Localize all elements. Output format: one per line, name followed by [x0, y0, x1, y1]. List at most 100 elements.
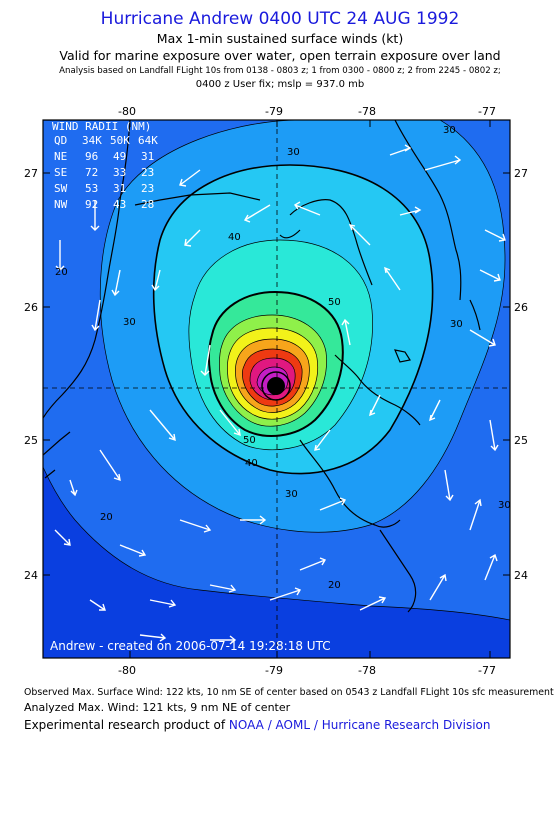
legend-row-se: SE 72 33 23	[54, 166, 154, 179]
contour-label: 30	[450, 319, 463, 330]
wind-arrow	[179, 169, 201, 187]
contour-label: 20	[328, 580, 341, 591]
legend-row-header: QD 34K 50K 64K	[54, 134, 158, 147]
svg-text:72: 72	[85, 166, 98, 179]
wind-arrow	[149, 599, 177, 608]
wind-arrow	[149, 409, 176, 442]
wind-arrow	[369, 394, 381, 417]
lon-tick-label: -77	[478, 664, 496, 677]
svg-text:34K: 34K	[82, 134, 102, 147]
lat-tick-label: 26	[514, 301, 528, 314]
map-credit: Andrew - created on 2006-07-14 19:28:18 …	[50, 639, 331, 653]
wind-arrow	[111, 269, 121, 297]
lon-tick-label: -79	[265, 664, 283, 677]
wind-arrow	[240, 515, 267, 525]
eleuthera	[394, 120, 481, 331]
wind-arrow	[210, 635, 237, 645]
svg-text:31: 31	[113, 182, 126, 195]
chart-subtitle: Max 1-min sustained surface winds (kt)	[156, 31, 404, 46]
svg-text:53: 53	[85, 182, 98, 195]
wind-arrow	[469, 498, 482, 531]
wind-arrow	[424, 155, 462, 171]
contour-labels: 30 40 50 30 20 30 30 40 20 20 30 50 30	[55, 125, 511, 591]
wind-arrow	[99, 449, 121, 482]
wind-arrow	[359, 596, 387, 611]
contour-label: 20	[100, 512, 113, 523]
wind-arrow	[444, 469, 454, 502]
contour-50-bold	[207, 290, 344, 437]
analysis-sources: Analysis based on Landfall FLight 10s fr…	[59, 66, 501, 76]
wind-arrow	[200, 344, 211, 376]
new-providence	[394, 349, 411, 363]
lat-tick-labels-right: 27 26 25 24	[514, 167, 528, 582]
bold-contours	[152, 164, 434, 475]
lon-tick-labels-bottom: -80 -79 -78 -77	[118, 664, 496, 677]
svg-text:50K: 50K	[110, 134, 130, 147]
abaco-island	[279, 199, 373, 286]
storm-center-marker	[261, 371, 291, 401]
svg-text:33: 33	[113, 166, 126, 179]
andros	[299, 439, 401, 528]
svg-text:64K: 64K	[138, 134, 158, 147]
lon-tick-label: -79	[265, 105, 283, 118]
wind-arrow	[209, 584, 237, 593]
svg-text:23: 23	[141, 166, 154, 179]
wind-arrow	[219, 409, 241, 437]
contour-label: 20	[55, 267, 68, 278]
wind-arrow	[384, 266, 401, 291]
wind-arrow	[139, 633, 167, 642]
lat-tick-label: 27	[24, 167, 38, 180]
contour-label: 50	[328, 297, 341, 308]
svg-text:28: 28	[141, 198, 154, 211]
lat-tick-label: 24	[24, 569, 38, 582]
contour-label: 40	[228, 232, 241, 243]
svg-text:SW: SW	[54, 182, 68, 195]
wind-arrow	[151, 269, 161, 292]
wind-arrow	[319, 497, 347, 511]
lon-tick-label: -78	[358, 105, 376, 118]
wind-arrow	[90, 200, 100, 231]
wind-arrow	[469, 329, 496, 347]
research-credit: Experimental research product of NOAA / …	[24, 718, 490, 732]
wind-map: -80 -79 -78 -77 -80 -79 -78 -77 27 26 25…	[24, 105, 528, 677]
wind-arrow	[54, 529, 71, 546]
wind-arrow	[429, 573, 447, 601]
wind-arrow	[348, 224, 371, 246]
wind-arrow	[69, 479, 78, 497]
eye-wall	[267, 377, 285, 395]
wind-arrow	[429, 399, 441, 422]
svg-text:43: 43	[113, 198, 126, 211]
research-org-link[interactable]: NOAA / AOML / Hurricane Research Divisio…	[228, 718, 491, 732]
lat-tick-label: 24	[514, 569, 528, 582]
wind-arrow	[484, 229, 506, 242]
observed-max-wind: Observed Max. Surface Wind: 122 kts, 10 …	[24, 687, 554, 698]
svg-text:92: 92	[85, 198, 98, 211]
wind-arrow	[389, 144, 412, 156]
wind-radii-legend: WIND RADII (NM) QD 34K 50K 64K NE 96 49 …	[52, 120, 158, 211]
lat-tick-label: 25	[514, 434, 528, 447]
wind-vectors	[54, 144, 506, 645]
lon-tick-labels-top: -80 -79 -78 -77	[118, 105, 496, 118]
svg-text:QD: QD	[54, 134, 67, 147]
coastlines	[43, 120, 481, 613]
frame-ticks	[43, 120, 510, 658]
legend-row-sw: SW 53 31 23	[54, 182, 154, 195]
svg-text:NW: NW	[54, 198, 68, 211]
wind-arrow	[91, 299, 101, 332]
research-prefix: Experimental research product of	[24, 718, 229, 732]
wind-arrow	[484, 553, 498, 581]
lon-tick-label: -77	[478, 105, 496, 118]
svg-text:31: 31	[141, 150, 154, 163]
florida-keys	[43, 431, 71, 479]
svg-text:96: 96	[85, 150, 98, 163]
svg-text:SE: SE	[54, 166, 67, 179]
svg-text:NE: NE	[54, 150, 67, 163]
contour-label: 30	[498, 500, 511, 511]
lat-tick-label: 27	[514, 167, 528, 180]
wind-arrow	[489, 419, 499, 452]
wind-arrow	[184, 229, 201, 247]
lat-tick-label: 26	[24, 301, 38, 314]
exuma-cays	[334, 354, 421, 426]
grand-bahama	[134, 192, 261, 206]
svg-text:23: 23	[141, 182, 154, 195]
